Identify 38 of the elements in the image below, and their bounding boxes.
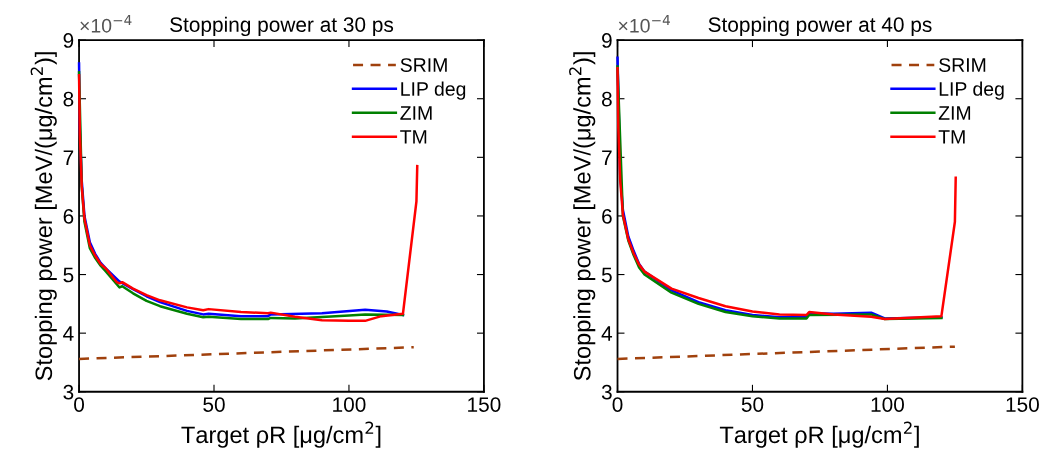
y-axis-title: Stopping power [MeV/(μg/cm$^{2}$)]: [569, 52, 596, 381]
y-tick-label: 7: [63, 150, 74, 165]
legend-label: SRIM: [400, 58, 447, 72]
legend-label: TM: [938, 130, 965, 144]
y-tick-label: 6: [602, 208, 612, 224]
x-tick-label: 0: [612, 397, 623, 412]
text: ×10$^{−4}$: [80, 15, 132, 33]
legend-label: LIP deg: [939, 81, 1004, 100]
x-tick-label: 50: [741, 397, 764, 412]
y-tick-label: 8: [63, 91, 74, 107]
y-tick-label: 4: [63, 326, 74, 341]
y-tick-label: 3: [63, 384, 74, 400]
x-tick-label: 100: [871, 397, 904, 412]
chart-title: Stopping power at 30 ps: [170, 16, 394, 37]
legend-label: ZIM: [938, 106, 971, 120]
legend-label: SRIM: [939, 58, 986, 72]
x-axis-title: Target ρR [μg/cm$^{2}$]: [181, 421, 381, 448]
text: ×10$^{−4}$: [618, 15, 670, 33]
y-tick-label: 4: [601, 326, 613, 341]
y-tick-label: 7: [602, 150, 612, 165]
x-axis-title: Target ρR [μg/cm$^{2}$]: [719, 421, 919, 448]
y-tick-label: 9: [63, 33, 74, 48]
y-tick-label: 6: [63, 208, 74, 224]
x-tick-label: 150: [468, 397, 501, 412]
x-tick-label: 50: [203, 397, 225, 412]
legend-label: LIP deg: [401, 81, 466, 100]
y-tick-label: 9: [602, 33, 612, 48]
y-tick-label: 5: [601, 267, 612, 283]
y-tick-label: 5: [63, 267, 74, 283]
y-tick-label: 8: [601, 91, 612, 107]
y-tick-label: 3: [601, 384, 612, 400]
legend-label: ZIM: [400, 106, 432, 120]
x-tick-label: 0: [74, 397, 85, 412]
y-axis-title: Stopping power [MeV/(μg/cm$^{2}$)]: [30, 52, 57, 381]
legend-label: TM: [400, 130, 427, 144]
x-tick-label: 100: [333, 397, 366, 412]
chart-title: Stopping power at 40 ps: [708, 16, 932, 37]
x-tick-label: 150: [1006, 397, 1039, 412]
